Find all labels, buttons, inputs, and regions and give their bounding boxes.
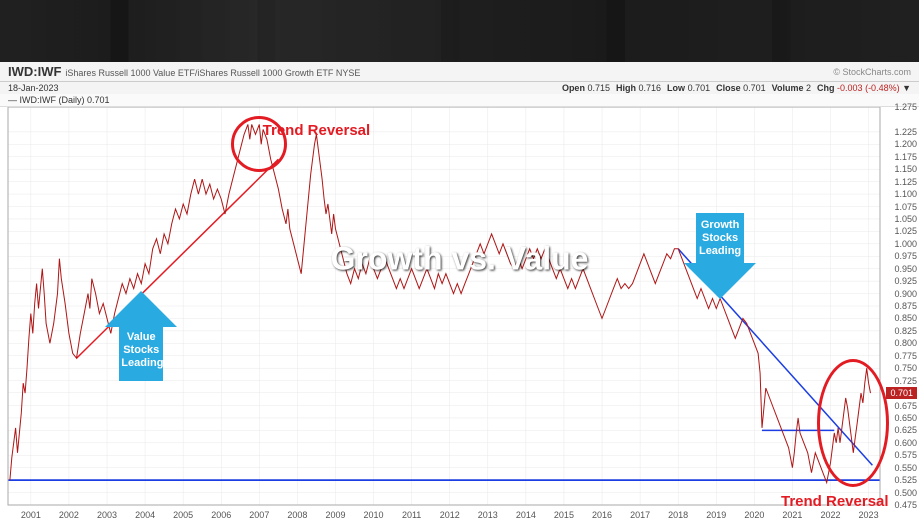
chart-date: 18-Jan-2023 (8, 83, 59, 93)
y-tick-label: 1.175 (894, 152, 917, 162)
x-tick-label: 2023 (859, 510, 879, 520)
x-tick-label: 2012 (440, 510, 460, 520)
y-tick-label: 0.850 (894, 313, 917, 323)
chart-area: 0.475 0.500 0.525 0.550 0.575 0.600 0.625 0.650… (0, 107, 919, 522)
low-value: 0.701 (688, 83, 711, 93)
close-value: 0.701 (743, 83, 766, 93)
date-bar: 18-Jan-2023 Open 0.715 High 0.716 Low 0.… (0, 82, 919, 94)
trend-reversal-circle (817, 359, 889, 487)
x-tick-label: 2015 (554, 510, 574, 520)
x-tick-label: 2001 (21, 510, 41, 520)
x-tick-label: 2014 (516, 510, 536, 520)
header-banner (0, 0, 919, 62)
chg-value: -0.003 (-0.48%) (837, 83, 900, 93)
info-bar: IWD:IWF iShares Russell 1000 Value ETF/i… (0, 62, 919, 82)
y-tick-label: 1.225 (894, 127, 917, 137)
y-tick-label: 1.025 (894, 226, 917, 236)
y-tick-label: 0.725 (894, 376, 917, 386)
y-tick-label: 0.825 (894, 326, 917, 336)
chg-label: Chg (817, 83, 835, 93)
low-label: Low (667, 83, 685, 93)
value-stocks-arrow: ValueStocksLeading (105, 291, 177, 381)
x-tick-label: 2005 (173, 510, 193, 520)
y-tick-label: 0.675 (894, 401, 917, 411)
close-label: Close (716, 83, 741, 93)
y-tick-label: 0.475 (894, 500, 917, 510)
y-tick-label: 1.150 (894, 164, 917, 174)
x-tick-label: 2019 (706, 510, 726, 520)
y-tick-label: 1.200 (894, 139, 917, 149)
ticker-description: iShares Russell 1000 Value ETF/iShares R… (65, 68, 360, 78)
x-tick-label: 2018 (668, 510, 688, 520)
y-tick-label: 0.800 (894, 338, 917, 348)
x-tick-label: 2016 (592, 510, 612, 520)
x-tick-label: 2022 (820, 510, 840, 520)
high-label: High (616, 83, 636, 93)
volume-label: Volume (772, 83, 804, 93)
y-tick-label: 1.100 (894, 189, 917, 199)
volume-value: 2 (806, 83, 811, 93)
y-tick-label: 0.550 (894, 463, 917, 473)
open-label: Open (562, 83, 585, 93)
x-tick-label: 2011 (402, 510, 421, 520)
x-tick-label: 2007 (249, 510, 269, 520)
x-tick-label: 2009 (325, 510, 345, 520)
legend-bar: — IWD:IWF (Daily) 0.701 (0, 94, 919, 107)
x-tick-label: 2020 (744, 510, 764, 520)
y-tick-label: 0.500 (894, 488, 917, 498)
y-tick-label: 0.625 (894, 425, 917, 435)
y-tick-label: 1.050 (894, 214, 917, 224)
y-tick-label: 0.575 (894, 450, 917, 460)
high-value: 0.716 (639, 83, 662, 93)
x-tick-label: 2008 (287, 510, 307, 520)
arrow-label: GrowthStocksLeading (696, 213, 744, 263)
legend-text: — IWD:IWF (Daily) 0.701 (8, 95, 110, 105)
open-value: 0.715 (587, 83, 610, 93)
y-tick-label: 0.650 (894, 413, 917, 423)
x-tick-label: 2013 (478, 510, 498, 520)
y-tick-label: 0.525 (894, 475, 917, 485)
ticker-symbol: IWD:IWF (8, 64, 61, 79)
attribution: © StockCharts.com (833, 67, 911, 77)
growth-stocks-arrow: GrowthStocksLeading (684, 213, 756, 299)
y-tick-label: 0.950 (894, 264, 917, 274)
x-tick-label: 2017 (630, 510, 650, 520)
y-tick-label: 0.925 (894, 276, 917, 286)
page-title: Growth vs. Value (331, 240, 589, 277)
ohlc-panel: Open 0.715 High 0.716 Low 0.701 Close 0.… (562, 83, 911, 93)
y-tick-label: 0.750 (894, 363, 917, 373)
x-tick-label: 2021 (782, 510, 802, 520)
y-tick-label: 0.875 (894, 301, 917, 311)
x-tick-label: 2002 (59, 510, 79, 520)
y-tick-label: 1.125 (894, 177, 917, 187)
trend-reversal-label: Trend Reversal (781, 493, 889, 510)
y-tick-label: 0.600 (894, 438, 917, 448)
trend-reversal-label: Trend Reversal (263, 122, 371, 139)
y-tick-label: 0.975 (894, 251, 917, 261)
y-tick-label: 1.075 (894, 202, 917, 212)
x-tick-label: 2010 (364, 510, 384, 520)
current-value-tag: 0.701 (886, 387, 917, 399)
y-tick-label: 0.775 (894, 351, 917, 361)
y-tick-label: 0.900 (894, 289, 917, 299)
y-tick-label: 1.000 (894, 239, 917, 249)
x-tick-label: 2004 (135, 510, 155, 520)
arrow-label: ValueStocksLeading (119, 327, 163, 381)
x-tick-label: 2006 (211, 510, 231, 520)
y-tick-label: 1.275 (894, 102, 917, 112)
x-tick-label: 2003 (97, 510, 117, 520)
